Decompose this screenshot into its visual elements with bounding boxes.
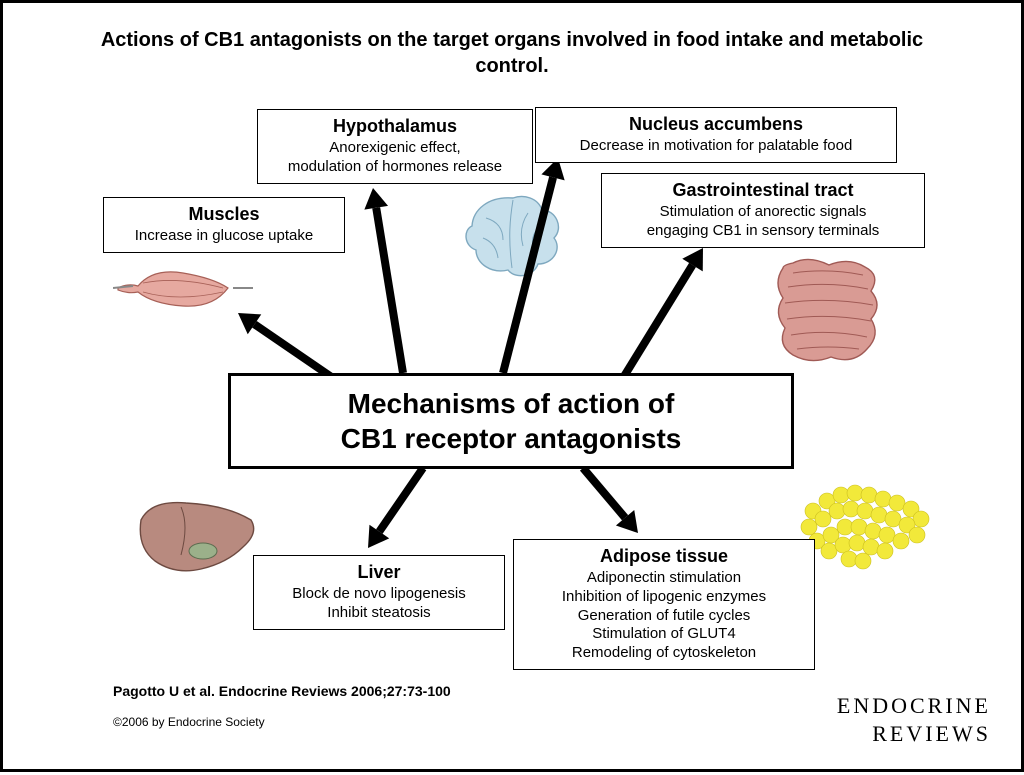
liver-box: Liver Block de novo lipogenesisInhibit s… [253,555,505,630]
journal-logo: ENDOCRINE REVIEWS [837,692,991,747]
muscles-box: Muscles Increase in glucose uptake [103,197,345,253]
diagram-page: Actions of CB1 antagonists on the target… [0,0,1024,772]
copyright: ©2006 by Endocrine Society [113,715,265,729]
nucleus-title: Nucleus accumbens [546,114,886,135]
nucleus-desc: Decrease in motivation for palatable foo… [546,137,886,156]
hypothalamus-desc: Anorexigenic effect,modulation of hormon… [268,139,522,177]
gi-desc: Stimulation of anorectic signalsengaging… [612,203,914,241]
journal-line2: REVIEWS [837,720,991,748]
adipose-desc: Adiponectin stimulationInhibition of lip… [524,569,804,663]
center-line2: CB1 receptor antagonists [251,421,771,456]
muscle-icon [113,258,253,318]
adipose-box: Adipose tissue Adiponectin stimulationIn… [513,539,815,670]
adipose-title: Adipose tissue [524,546,804,567]
liver-desc: Block de novo lipogenesisInhibit steatos… [264,585,494,623]
liver-title: Liver [264,562,494,583]
nucleus-box: Nucleus accumbens Decrease in motivation… [535,107,897,163]
hypothalamus-title: Hypothalamus [268,116,522,137]
center-box: Mechanisms of action of CB1 receptor ant… [228,373,794,469]
hypothalamus-box: Hypothalamus Anorexigenic effect,modulat… [257,109,533,184]
page-title: Actions of CB1 antagonists on the target… [63,27,961,79]
intestine-icon [763,253,893,373]
muscles-desc: Increase in glucose uptake [114,227,334,246]
brain-icon [458,188,568,283]
center-line1: Mechanisms of action of [251,386,771,421]
liver-icon [131,495,261,580]
gi-title: Gastrointestinal tract [612,180,914,201]
gi-box: Gastrointestinal tract Stimulation of an… [601,173,925,248]
muscles-title: Muscles [114,204,334,225]
journal-line1: ENDOCRINE [837,692,991,720]
citation: Pagotto U et al. Endocrine Reviews 2006;… [113,683,451,699]
